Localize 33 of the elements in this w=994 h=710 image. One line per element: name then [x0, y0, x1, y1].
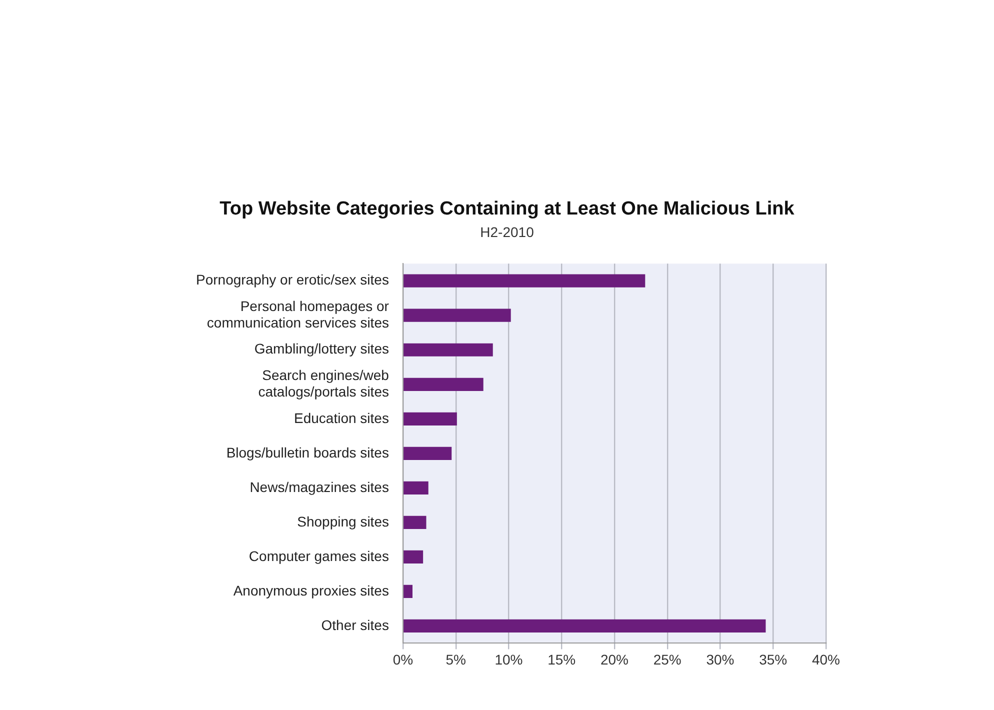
y-tick-label: Pornography or erotic/sex sites — [196, 272, 389, 288]
bar — [404, 516, 426, 529]
y-tick-label: Blogs/bulletin boards sites — [226, 444, 389, 460]
y-tick-label: Anonymous proxies sites — [233, 582, 389, 598]
x-tick-label: 30% — [706, 651, 734, 668]
x-tick-label: 0% — [392, 651, 414, 668]
chart-subtitle: H2-2010 — [480, 224, 534, 240]
y-tick-label: Search engines/web catalogs/portals sites — [258, 366, 390, 400]
chart-title: Top Website Categories Containing at Least One Malicious Link — [220, 198, 795, 220]
y-tick-label: Computer games sites — [248, 548, 389, 564]
x-tick-label: 15% — [548, 651, 576, 668]
y-tick-label: Shopping sites — [297, 513, 389, 530]
bar — [404, 343, 493, 356]
x-tick-label: 5% — [446, 651, 466, 668]
bar — [404, 446, 452, 460]
bar — [404, 619, 766, 632]
bar — [404, 481, 428, 494]
x-tick-label: 20% — [600, 651, 629, 668]
x-tick-label: 25% — [653, 651, 682, 668]
x-tick-label: 35% — [759, 651, 788, 668]
bar — [404, 274, 646, 288]
bar — [404, 550, 424, 564]
y-tick-label: Personal homepages or communication services sites — [206, 298, 390, 331]
bar — [404, 378, 484, 391]
y-tick-label: Other sites — [321, 616, 389, 633]
y-tick-label: News/magazines sites — [250, 478, 389, 495]
x-tick-label: 10% — [494, 651, 523, 668]
bar — [404, 308, 511, 322]
x-tick-label: 40% — [812, 651, 840, 668]
bar — [404, 584, 412, 598]
bar — [404, 412, 457, 426]
y-tick-label: Education sites — [294, 410, 389, 426]
y-tick-label: Gambling/lottery sites — [254, 340, 389, 357]
